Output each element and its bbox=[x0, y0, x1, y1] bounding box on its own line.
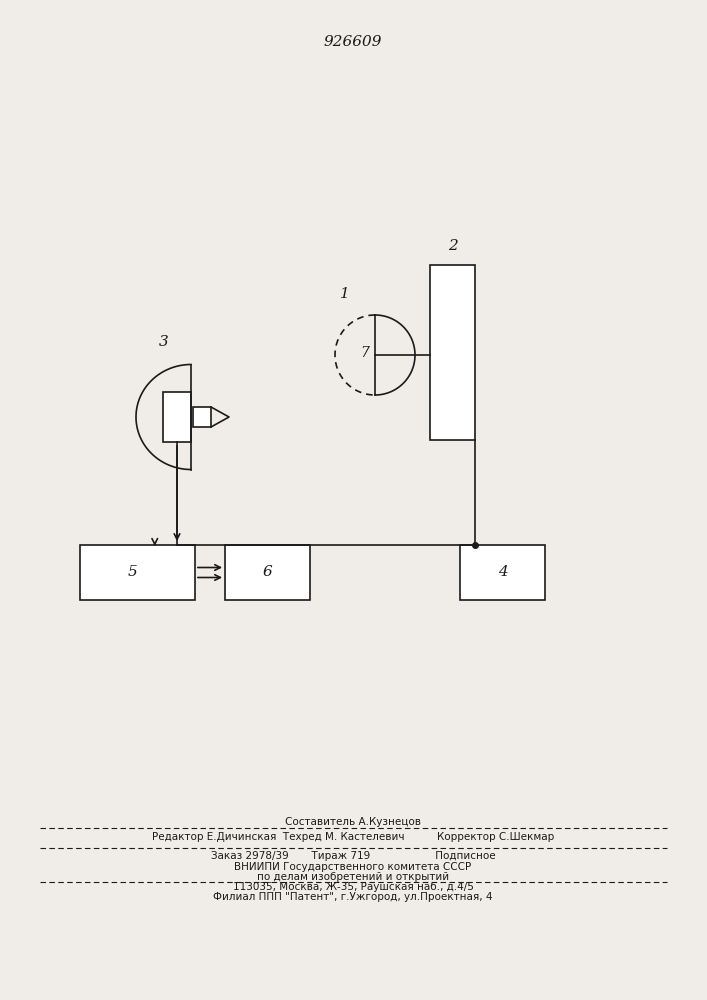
Text: 4: 4 bbox=[498, 566, 508, 580]
Text: 113035, Москва, Ж-35, Раушская наб., д.4/5: 113035, Москва, Ж-35, Раушская наб., д.4… bbox=[233, 882, 474, 892]
Text: 926609: 926609 bbox=[324, 35, 382, 49]
Bar bbox=[225, 545, 310, 600]
Text: 1: 1 bbox=[340, 287, 350, 301]
Bar bbox=[460, 545, 545, 600]
Text: по делам изобретений и открытий: по делам изобретений и открытий bbox=[257, 872, 449, 882]
Text: Заказ 2978/39       Тираж 719                    Подписное: Заказ 2978/39 Тираж 719 Подписное bbox=[211, 851, 496, 861]
Text: 2: 2 bbox=[448, 239, 457, 253]
Text: 3: 3 bbox=[158, 334, 168, 349]
Bar bbox=[430, 265, 475, 440]
Text: Составитель А.Кузнецов: Составитель А.Кузнецов bbox=[285, 817, 421, 827]
Bar bbox=[80, 545, 195, 600]
Bar bbox=[193, 407, 211, 427]
Text: Редактор Е.Дичинская  Техред М. Кастелевич          Корректор С.Шекмар: Редактор Е.Дичинская Техред М. Кастелеви… bbox=[152, 832, 554, 842]
Text: Филиал ППП "Патент", г.Ужгород, ул.Проектная, 4: Филиал ППП "Патент", г.Ужгород, ул.Проек… bbox=[214, 892, 493, 902]
Text: 6: 6 bbox=[262, 566, 272, 580]
Text: 5: 5 bbox=[128, 566, 137, 580]
Text: ВНИИПИ Государственного комитета СССР: ВНИИПИ Государственного комитета СССР bbox=[235, 862, 472, 872]
Text: 7: 7 bbox=[361, 346, 370, 360]
Bar bbox=[163, 392, 191, 442]
